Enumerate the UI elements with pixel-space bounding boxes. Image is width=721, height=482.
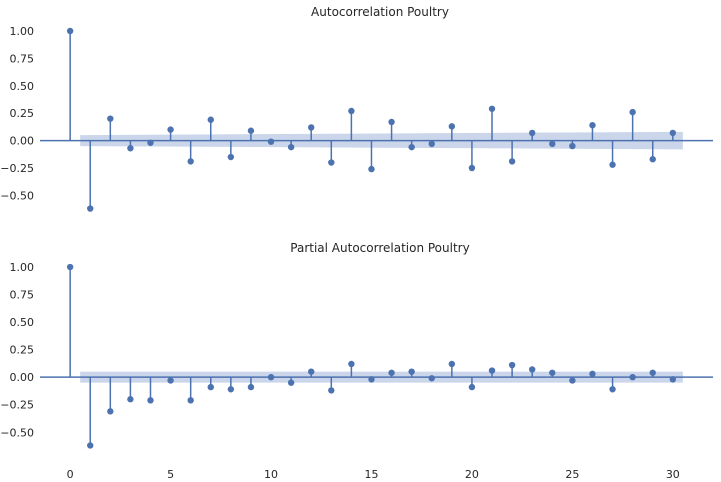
- pacf-xtick-label: 15: [364, 468, 378, 481]
- pacf-panel: Partial Autocorrelation Poultry 1.00 0.75…: [0, 241, 713, 481]
- pacf-point-lag-21: [488, 367, 496, 374]
- pacf-point-lag-3: [127, 396, 134, 403]
- acf-ytick-label: 0.75: [10, 52, 35, 65]
- pacf-point-lag-27: [609, 386, 616, 393]
- pacf-point-lag-5: [167, 377, 174, 384]
- pacf-point-lag-11: [287, 379, 295, 386]
- acf-point-lag-5: [167, 126, 174, 133]
- acf-point-lag-0: [66, 27, 74, 35]
- acf-point-lag-23: [528, 129, 536, 137]
- pacf-point-lag-18: [428, 375, 435, 382]
- acf-point-lag-11: [287, 143, 295, 151]
- acf-point-lag-8: [227, 153, 235, 161]
- acf-point-lag-9: [247, 127, 255, 134]
- acf-point-lag-26: [589, 122, 596, 129]
- pacf-point-lag-28: [629, 373, 636, 381]
- acf-point-lag-10: [267, 138, 275, 145]
- pacf-xtick-label: 0: [67, 468, 74, 481]
- pacf-point-lag-7: [207, 383, 214, 391]
- pacf-point-lag-14: [348, 360, 355, 368]
- acf-point-lag-6: [187, 158, 194, 165]
- acf-point-lag-20: [468, 164, 476, 172]
- pacf-xtick-label: 20: [465, 468, 479, 481]
- acf-point-lag-22: [508, 158, 516, 165]
- pacf-title: Partial Autocorrelation Poultry: [290, 241, 469, 255]
- pacf-ytick-label: 0.00: [10, 371, 35, 384]
- acf-point-lag-25: [569, 142, 576, 150]
- acf-point-lag-4: [147, 139, 154, 146]
- pacf-point-lag-1: [87, 442, 94, 449]
- pacf-ytick-label: −0.25: [0, 399, 34, 412]
- acf-point-lag-2: [107, 115, 114, 122]
- acf-point-lag-7: [207, 116, 214, 123]
- acf-point-lag-18: [428, 140, 435, 148]
- pacf-point-lag-29: [649, 369, 656, 376]
- pacf-ytick-label: 0.50: [10, 316, 35, 329]
- pacf-xtick-label: 25: [565, 468, 579, 481]
- pacf-point-lag-30: [669, 376, 677, 383]
- acf-title: Autocorrelation Poultry: [311, 5, 449, 19]
- pacf-point-lag-16: [388, 369, 395, 376]
- acf-point-lag-28: [629, 108, 636, 116]
- acf-point-lag-16: [388, 118, 395, 126]
- pacf-ytick-label: −0.50: [0, 426, 34, 439]
- acf-ytick-label: 0.25: [10, 107, 35, 120]
- pacf-point-lag-10: [267, 373, 275, 381]
- pacf-ytick-label: 1.00: [10, 261, 35, 274]
- acf-point-lag-14: [348, 107, 355, 115]
- pacf-point-lag-24: [549, 369, 556, 376]
- acf-ytick-label: 0.00: [10, 135, 35, 148]
- pacf-xtick-label: 30: [666, 468, 680, 481]
- pacf-point-lag-25: [569, 377, 576, 384]
- pacf-point-lag-13: [328, 387, 335, 394]
- pacf-point-lag-20: [468, 383, 476, 391]
- acf-point-lag-19: [448, 123, 456, 130]
- acf-ytick-label: 0.50: [10, 80, 35, 93]
- pacf-xtick-label: 10: [264, 468, 278, 481]
- acf-point-lag-30: [669, 129, 677, 137]
- acf-point-lag-3: [127, 145, 134, 152]
- pacf-point-lag-15: [368, 376, 375, 383]
- acf-point-lag-27: [609, 161, 616, 168]
- pacf-ytick-label: 0.75: [10, 289, 35, 302]
- pacf-point-lag-9: [247, 383, 255, 391]
- acf-point-lag-29: [649, 156, 656, 163]
- acf-ytick-label: 1.00: [10, 25, 35, 38]
- pacf-point-lag-19: [448, 360, 456, 368]
- pacf-point-lag-23: [528, 366, 536, 373]
- acf-point-lag-12: [308, 124, 315, 131]
- pacf-ytick-label: 0.25: [10, 344, 35, 357]
- acf-point-lag-1: [87, 205, 94, 212]
- acf-point-lag-15: [368, 165, 375, 173]
- pacf-xtick-label: 5: [167, 468, 174, 481]
- pacf-point-lag-22: [508, 361, 516, 369]
- acf-point-lag-24: [549, 140, 556, 148]
- pacf-point-lag-0: [66, 263, 74, 271]
- acf-point-lag-13: [328, 159, 335, 166]
- acf-point-lag-17: [408, 143, 415, 151]
- pacf-point-lag-26: [589, 370, 596, 378]
- acf-ytick-label: −0.25: [0, 162, 34, 175]
- pacf-point-lag-12: [308, 368, 315, 375]
- acf-panel: Autocorrelation Poultry 1.00 0.75 0.50 0.25…: [0, 5, 713, 212]
- pacf-point-lag-4: [147, 397, 154, 404]
- acf-point-lag-21: [488, 105, 496, 112]
- pacf-point-lag-8: [227, 386, 235, 393]
- pacf-point-lag-2: [107, 408, 114, 415]
- acf-ytick-label: −0.50: [0, 189, 34, 202]
- pacf-point-lag-6: [187, 397, 194, 404]
- pacf-point-lag-17: [408, 368, 415, 375]
